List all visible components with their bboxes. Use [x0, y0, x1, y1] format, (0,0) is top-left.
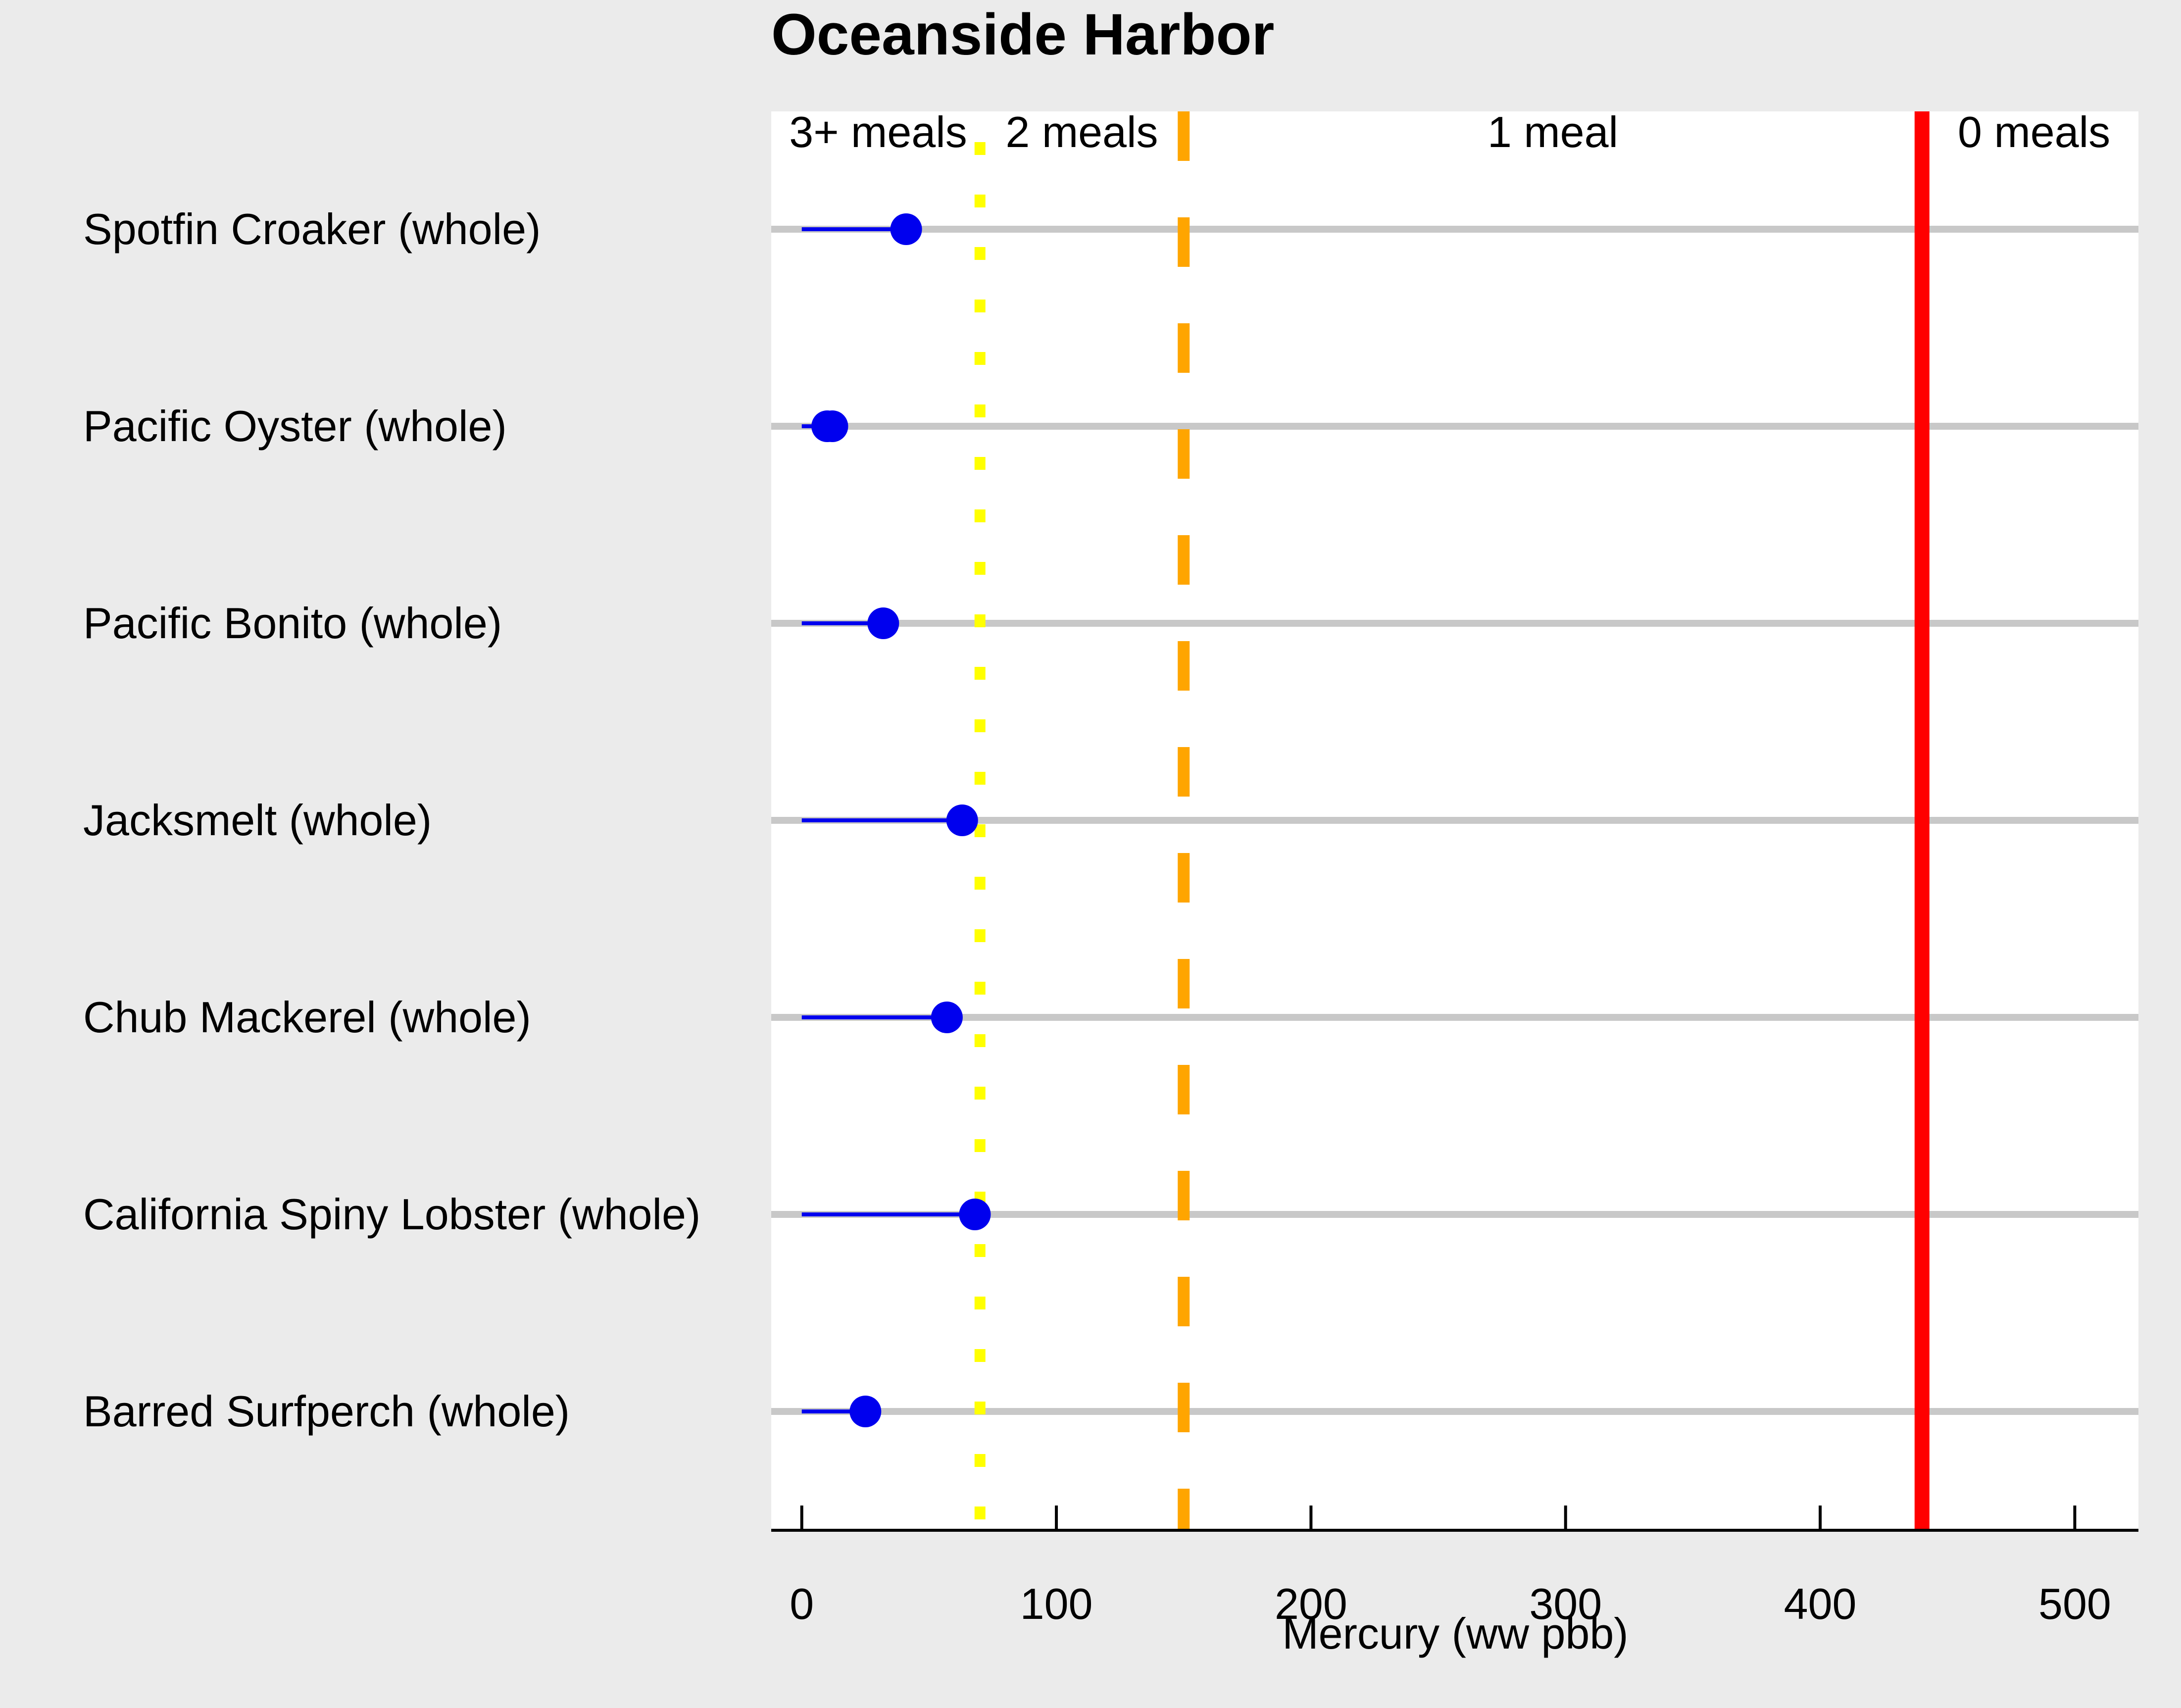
x-axis-label: Mercury (ww pbb): [1282, 1609, 1628, 1658]
x-tick-label: 200: [1275, 1579, 1347, 1628]
chart-title: Oceanside Harbor: [771, 2, 1274, 67]
data-point: [931, 1002, 963, 1033]
x-axis: 0 100 200 300 400 500: [771, 1506, 2138, 1628]
data-point: [867, 607, 899, 639]
x-tick-label: 100: [1020, 1579, 1093, 1628]
y-tick-label: Chub Mackerel (whole): [83, 993, 531, 1042]
y-tick-label: California Spiny Lobster (whole): [83, 1190, 700, 1239]
data-point: [849, 1396, 882, 1427]
data-point: [811, 410, 843, 442]
zone-label: 1 meal: [1487, 107, 1618, 156]
zone-labels: 3+ meals 2 meals 1 meal 0 meals: [789, 107, 2110, 156]
y-tick-label: Jacksmelt (whole): [83, 796, 432, 845]
zone-label: 0 meals: [1958, 107, 2110, 156]
x-tick-label: 500: [2038, 1579, 2111, 1628]
zone-label: 2 meals: [1005, 107, 1158, 156]
y-tick-label: Barred Surfperch (whole): [83, 1387, 570, 1436]
gridlines: [771, 226, 2138, 1415]
y-tick-label: Spotfin Croaker (whole): [83, 204, 541, 253]
y-tick-label: Pacific Bonito (whole): [83, 599, 502, 648]
x-tick-label: 400: [1784, 1579, 1857, 1628]
y-tick-label: Pacific Oyster (whole): [83, 402, 507, 451]
data-point: [890, 213, 922, 245]
x-tick-label: 0: [790, 1579, 814, 1628]
data-point: [946, 804, 978, 836]
x-tick-label: 300: [1529, 1579, 1602, 1628]
data-point: [959, 1199, 991, 1230]
y-axis-labels: Spotfin Croaker (whole) Pacific Oyster (w…: [83, 204, 700, 1436]
data-marks: [801, 213, 991, 1427]
threshold-lines: [974, 111, 1930, 1530]
zone-label: 3+ meals: [789, 107, 967, 156]
